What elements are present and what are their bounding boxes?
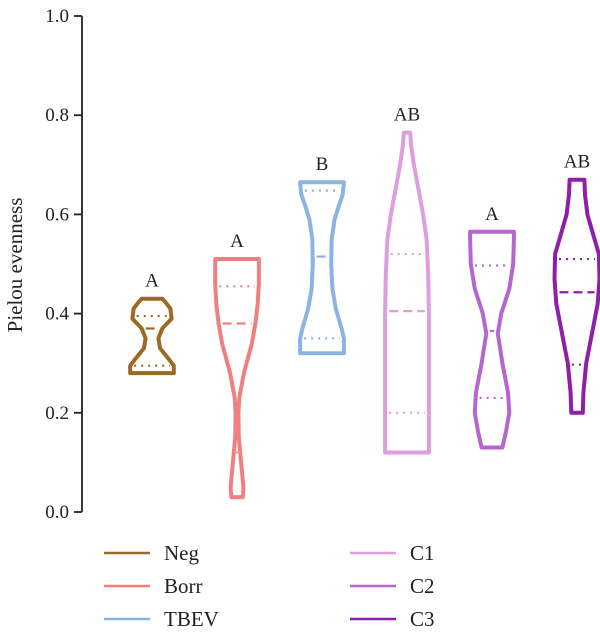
- significance-label: A: [230, 231, 244, 252]
- legend-label: TBEV: [164, 607, 219, 631]
- violin-outline: [213, 257, 261, 500]
- violin-outline: [468, 229, 516, 450]
- legend-label: Borr: [164, 574, 203, 598]
- violin-tbev: B: [298, 154, 346, 356]
- significance-label: AB: [394, 105, 420, 126]
- significance-label: A: [485, 204, 499, 225]
- y-axis-title: Pielou evenness: [3, 198, 27, 333]
- violin-outline: [552, 177, 600, 415]
- violin-outline: [383, 130, 431, 455]
- legend-item-c1: C1: [350, 541, 435, 565]
- legend: Neg Borr TBEV C1 C2 C3: [104, 541, 435, 631]
- violin-c2: A: [468, 204, 516, 450]
- y-tick-label: 0.4: [45, 304, 69, 325]
- legend-label: C1: [410, 541, 435, 565]
- significance-label: B: [316, 154, 329, 175]
- violin-neg: A: [128, 271, 176, 376]
- violin-c1: AB: [383, 105, 431, 455]
- violin-outline: [298, 180, 346, 356]
- y-axis: 0.0 0.2 0.4 0.6 0.8 1.0: [45, 6, 83, 523]
- legend-item-borr: Borr: [104, 574, 203, 598]
- y-tick-label: 0.8: [45, 105, 69, 126]
- y-tick-label: 0.2: [45, 403, 69, 424]
- legend-label: C2: [410, 574, 435, 598]
- legend-item-neg: Neg: [104, 541, 199, 565]
- y-tick-label: 0.0: [45, 502, 69, 523]
- y-tick-label: 1.0: [45, 6, 69, 27]
- violin-c3: AB: [552, 152, 600, 415]
- legend-label: Neg: [164, 541, 199, 565]
- significance-label: A: [145, 271, 159, 292]
- violin-borr: A: [213, 231, 261, 500]
- violin-outline: [128, 296, 176, 376]
- y-tick-label: 0.6: [45, 204, 69, 225]
- legend-item-tbev: TBEV: [104, 607, 219, 631]
- significance-label: AB: [564, 152, 590, 173]
- legend-label: C3: [410, 607, 435, 631]
- legend-item-c2: C2: [350, 574, 435, 598]
- legend-item-c3: C3: [350, 607, 435, 631]
